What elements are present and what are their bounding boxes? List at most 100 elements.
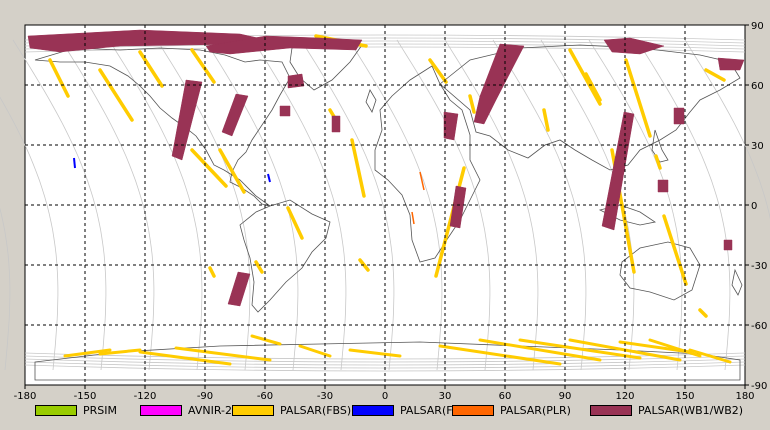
palsar-fbs-swath — [542, 108, 550, 132]
legend-label: PRSIM — [83, 403, 117, 417]
palsar-fbs-swath — [688, 348, 732, 364]
palsar-fbs-swath — [190, 48, 216, 84]
lat-tick-label: -90 — [751, 381, 767, 392]
legend-swatch — [352, 404, 394, 416]
palsar-wb-swath — [279, 105, 291, 117]
palsar-fbd-swath — [73, 157, 76, 169]
orbit-track — [24, 358, 746, 366]
orbit-track — [396, 39, 491, 371]
palsar-fbs-swath — [98, 68, 134, 122]
lat-tick-label: 60 — [751, 81, 764, 92]
palsar-wb-swath — [443, 111, 459, 141]
palsar-fbs-swath — [138, 50, 164, 88]
palsar-wb-swath — [205, 35, 363, 55]
legend-swatch — [140, 404, 182, 416]
palsar-wb-swath — [331, 115, 341, 133]
lon-tick-label: 120 — [615, 391, 634, 402]
palsar-fbs-swath — [250, 334, 282, 346]
axis-ticks: -180 -150 -120 -90 -60 -30 0 30 60 90 120 150 180 90 6… — [14, 21, 768, 402]
palsar-plr-swath — [411, 211, 415, 225]
palsar-wb-swath — [723, 239, 733, 251]
lon-tick-label: -90 — [197, 391, 213, 402]
orbit-track — [0, 207, 11, 371]
lon-tick-label: -120 — [134, 391, 157, 402]
palsar-fbs-swath — [63, 348, 112, 358]
lon-tick-label: 0 — [382, 391, 388, 402]
palsar-fbs-swath — [348, 348, 402, 358]
palsar-fbs-swath — [662, 214, 688, 286]
coverage-swaths — [27, 29, 745, 366]
lon-tick-label: 150 — [675, 391, 694, 402]
palsar-fbs-swath — [98, 348, 142, 356]
orbit-track — [0, 96, 59, 371]
palsar-wb-swath — [287, 73, 305, 89]
lon-tick-label: -180 — [14, 391, 37, 402]
palsar-fbs-swath — [698, 308, 708, 318]
palsar-fbs-swath — [478, 338, 602, 362]
palsar-fbs-swath — [428, 58, 448, 84]
palsar-fbs-swath — [190, 148, 228, 188]
palsar-fbs-swath — [286, 206, 304, 240]
palsar-fbs-swath — [568, 48, 602, 106]
lat-tick-label: -30 — [751, 261, 767, 272]
palsar-wb-swath — [449, 185, 467, 229]
palsar-fbs-swath — [350, 138, 366, 198]
palsar-wb-swath — [717, 57, 745, 71]
orbit-track — [12, 39, 107, 371]
palsar-fbs-swath — [434, 166, 466, 278]
legend-label: PALSAR(WB1/WB2) — [638, 403, 744, 417]
palsar-fbs-swath — [218, 148, 246, 194]
lat-lon-grid — [25, 25, 745, 385]
palsar-wb-swath — [221, 93, 249, 137]
legend-item: PALSAR(WB1/WB2) — [590, 402, 743, 418]
palsar-fbs-swath — [208, 266, 216, 278]
palsar-fbd-swath — [267, 173, 271, 183]
lon-tick-label: 30 — [439, 391, 452, 402]
lat-tick-label: 0 — [751, 201, 757, 212]
palsar-fbs-swath — [254, 260, 264, 274]
orbit-track — [348, 39, 443, 371]
orbit-track — [684, 39, 770, 220]
palsar-fbs-swath — [438, 344, 562, 366]
orbit-track — [444, 39, 539, 371]
lat-tick-label: 30 — [751, 141, 764, 152]
legend-item: PRSIM — [35, 402, 117, 418]
legend: PRSIM AVNIR-2 PALSAR(FBS) PALSAR(FBD) PALSAR… — [0, 402, 770, 422]
orbit-track — [24, 352, 746, 360]
palsar-wb-swath — [227, 271, 251, 307]
orbit-track — [60, 39, 155, 371]
palsar-fbs-swath — [654, 154, 662, 170]
legend-item: PALSAR(FBS) — [232, 402, 351, 418]
legend-item: PALSAR(PLR) — [452, 402, 571, 418]
legend-label: AVNIR-2 — [188, 403, 232, 417]
palsar-plr-swath — [419, 171, 425, 191]
orbit-track — [636, 39, 731, 371]
palsar-wb-swath — [473, 43, 525, 125]
lon-tick-label: -30 — [317, 391, 333, 402]
orbit-track — [588, 39, 683, 371]
lon-tick-label: 180 — [735, 391, 754, 402]
legend-item: AVNIR-2 — [140, 402, 232, 418]
lat-tick-label: -60 — [751, 321, 767, 332]
palsar-fbs-swath — [138, 350, 232, 366]
lat-tick-label: 90 — [751, 21, 764, 32]
palsar-fbs-swath — [298, 344, 332, 358]
legend-swatch — [452, 404, 494, 416]
lon-tick-label: -60 — [257, 391, 273, 402]
orbit-track — [108, 39, 203, 371]
orbit-track — [24, 364, 746, 372]
palsar-fbs-swath — [704, 68, 726, 82]
legend-swatch — [232, 404, 274, 416]
orbit-track — [300, 39, 395, 371]
palsar-fbs-swath — [174, 346, 272, 362]
lon-tick-label: -150 — [74, 391, 97, 402]
legend-swatch — [590, 404, 632, 416]
palsar-wb-swath — [171, 79, 203, 161]
legend-label: PALSAR(FBS) — [280, 403, 352, 417]
legend-label: PALSAR(PLR) — [500, 403, 571, 417]
palsar-fbs-swath — [468, 94, 476, 114]
palsar-fbs-swath — [584, 72, 602, 102]
orbit-track — [492, 39, 587, 371]
palsar-fbs-swath — [624, 58, 652, 138]
